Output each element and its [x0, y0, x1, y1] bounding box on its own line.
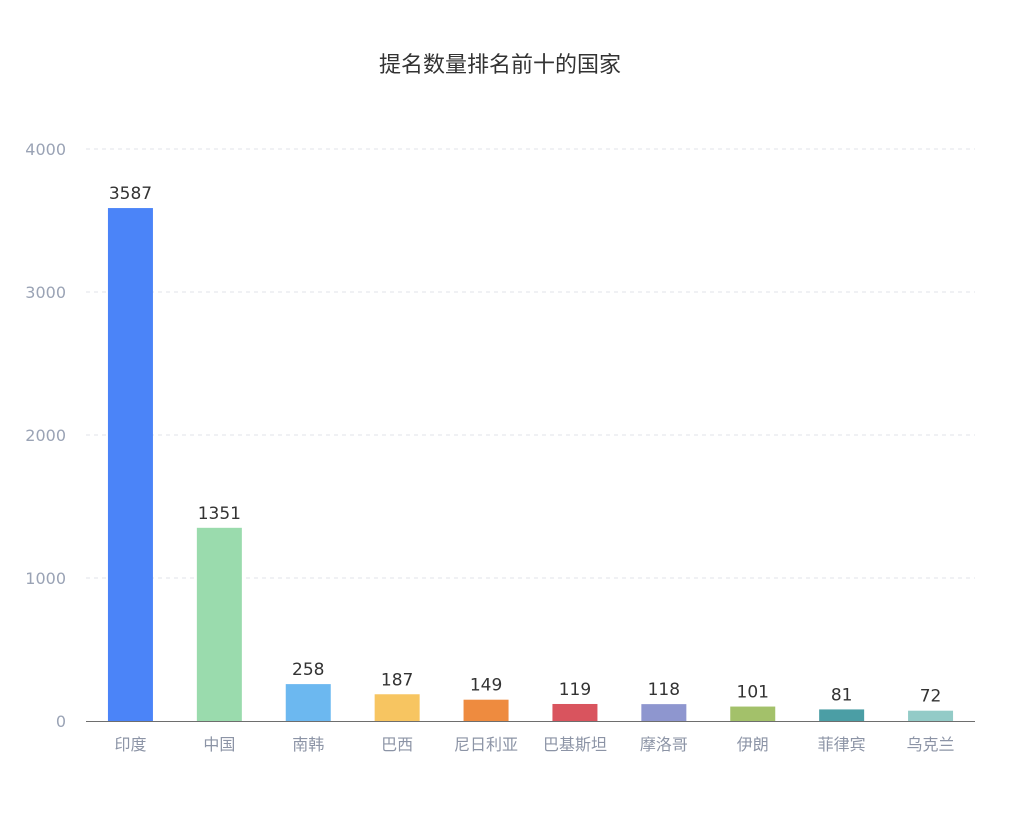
- bar: [196, 527, 242, 721]
- x-category-label: 乌克兰: [907, 735, 955, 754]
- data-label: 118: [648, 680, 680, 700]
- y-tick-label: 0: [56, 712, 66, 731]
- x-category-label: 印度: [114, 735, 146, 754]
- x-category-label: 南韩: [292, 735, 324, 754]
- x-category-label: 摩洛哥: [640, 735, 688, 754]
- y-tick-label: 1000: [25, 569, 66, 588]
- bar: [285, 684, 331, 721]
- y-tick-label: 3000: [25, 283, 66, 302]
- bars: [107, 208, 954, 721]
- bar: [107, 208, 153, 721]
- bar: [374, 694, 420, 721]
- x-category-label: 巴西: [381, 735, 413, 754]
- data-label: 119: [559, 680, 591, 700]
- data-label: 81: [831, 685, 853, 705]
- bar: [552, 703, 598, 721]
- chart-title: 提名数量排名前十的国家: [379, 53, 621, 78]
- y-tick-label: 4000: [25, 140, 66, 159]
- bar: [908, 710, 954, 721]
- bar: [641, 704, 687, 721]
- x-category-label: 尼日利亚: [454, 735, 518, 754]
- data-label: 187: [381, 670, 413, 690]
- x-category-label: 中国: [203, 735, 235, 754]
- y-axis-ticks: 0 1000 2000 3000 4000: [25, 140, 66, 731]
- bar: [730, 706, 776, 721]
- data-label: 1351: [198, 504, 241, 524]
- x-axis-category-labels: 印度 中国 南韩 巴西 尼日利亚 巴基斯坦 摩洛哥 伊朗 菲律宾 乌克兰: [114, 735, 954, 754]
- bar: [463, 699, 509, 721]
- bar: [819, 709, 865, 721]
- data-label: 149: [470, 676, 502, 696]
- y-tick-label: 2000: [25, 426, 66, 445]
- x-category-label: 巴基斯坦: [543, 735, 607, 754]
- x-category-label: 菲律宾: [818, 735, 866, 754]
- data-label: 258: [292, 660, 324, 680]
- x-category-label: 伊朗: [737, 735, 769, 754]
- data-label: 72: [920, 687, 942, 707]
- data-label: 3587: [109, 184, 152, 204]
- data-labels: 3587 1351 258 187 149 119 118 101 81 72: [109, 184, 942, 707]
- data-label: 101: [737, 683, 769, 703]
